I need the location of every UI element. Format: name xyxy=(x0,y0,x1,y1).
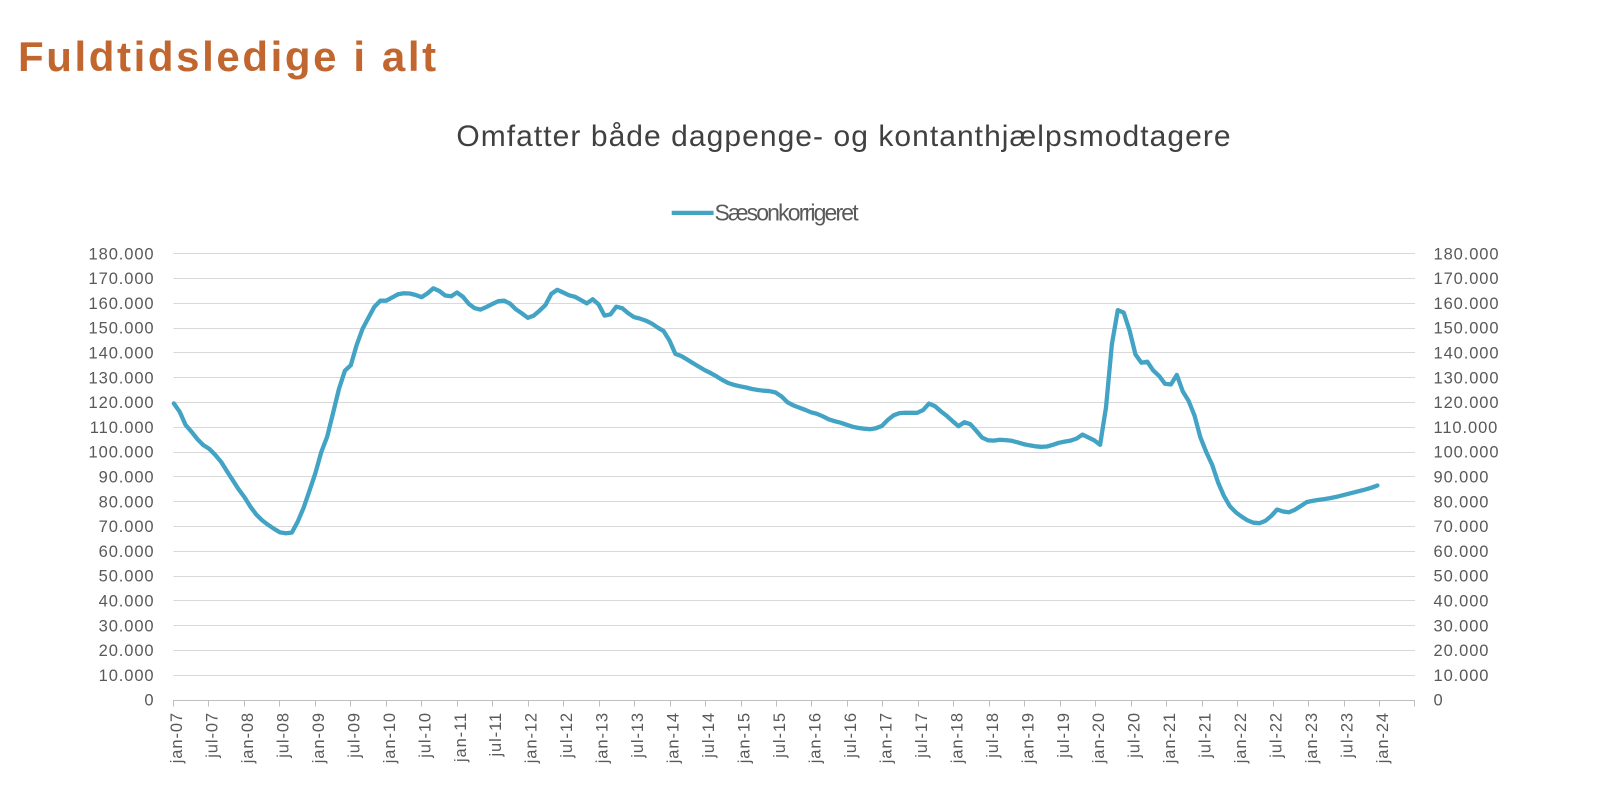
svg-text:70.000: 70.000 xyxy=(1434,518,1490,536)
svg-text:110.000: 110.000 xyxy=(90,419,155,437)
svg-text:80.000: 80.000 xyxy=(1434,493,1490,511)
svg-text:120.000: 120.000 xyxy=(1434,394,1500,412)
svg-text:jan-08: jan-08 xyxy=(239,712,257,764)
svg-text:0: 0 xyxy=(144,692,154,710)
svg-text:Sæsonkorrigeret: Sæsonkorrigeret xyxy=(715,200,860,226)
svg-text:130.000: 130.000 xyxy=(89,369,155,387)
svg-text:jan-16: jan-16 xyxy=(807,712,825,764)
svg-text:120.000: 120.000 xyxy=(89,394,155,412)
svg-text:jan-21: jan-21 xyxy=(1161,712,1179,764)
svg-text:jan-13: jan-13 xyxy=(594,712,612,764)
svg-text:20.000: 20.000 xyxy=(1434,642,1490,660)
svg-text:jan-19: jan-19 xyxy=(1019,712,1037,764)
svg-text:160.000: 160.000 xyxy=(1434,295,1500,313)
svg-text:10.000: 10.000 xyxy=(1434,667,1490,685)
svg-text:10.000: 10.000 xyxy=(99,667,155,685)
svg-text:jul-11: jul-11 xyxy=(487,712,505,758)
svg-text:jul-08: jul-08 xyxy=(274,712,292,759)
svg-text:0: 0 xyxy=(1434,692,1444,710)
svg-text:40.000: 40.000 xyxy=(1434,593,1490,611)
svg-text:140.000: 140.000 xyxy=(89,345,155,363)
svg-text:160.000: 160.000 xyxy=(89,295,155,313)
svg-text:jan-23: jan-23 xyxy=(1303,712,1321,764)
svg-text:150.000: 150.000 xyxy=(1434,320,1500,338)
svg-text:jan-07: jan-07 xyxy=(168,712,186,764)
svg-text:jul-23: jul-23 xyxy=(1339,712,1357,759)
svg-text:70.000: 70.000 xyxy=(99,518,155,536)
svg-text:20.000: 20.000 xyxy=(99,642,155,660)
svg-text:140.000: 140.000 xyxy=(1434,345,1500,363)
svg-text:jul-18: jul-18 xyxy=(984,712,1002,759)
svg-text:110.000: 110.000 xyxy=(1434,419,1499,437)
svg-text:90.000: 90.000 xyxy=(99,469,155,487)
svg-text:jan-15: jan-15 xyxy=(736,712,754,764)
svg-text:jan-14: jan-14 xyxy=(665,712,683,764)
svg-text:Fuldtidsledige i alt: Fuldtidsledige i alt xyxy=(18,33,439,80)
svg-text:jul-22: jul-22 xyxy=(1268,712,1286,759)
svg-text:180.000: 180.000 xyxy=(89,245,155,263)
svg-text:jan-12: jan-12 xyxy=(523,712,541,764)
svg-text:jan-22: jan-22 xyxy=(1232,712,1250,764)
svg-text:jul-19: jul-19 xyxy=(1055,712,1073,759)
svg-text:30.000: 30.000 xyxy=(1434,617,1490,635)
svg-text:170.000: 170.000 xyxy=(89,270,155,288)
svg-text:30.000: 30.000 xyxy=(99,617,155,635)
svg-text:jan-10: jan-10 xyxy=(381,712,399,764)
svg-text:100.000: 100.000 xyxy=(1434,444,1500,462)
svg-text:jul-09: jul-09 xyxy=(345,712,363,759)
svg-text:jan-24: jan-24 xyxy=(1374,712,1392,764)
svg-text:jan-17: jan-17 xyxy=(877,712,895,764)
svg-text:jan-20: jan-20 xyxy=(1090,712,1108,764)
svg-text:jul-20: jul-20 xyxy=(1126,712,1144,759)
svg-text:130.000: 130.000 xyxy=(1434,369,1500,387)
svg-text:jan-11: jan-11 xyxy=(452,712,470,763)
svg-text:jan-09: jan-09 xyxy=(310,712,328,764)
svg-text:jul-15: jul-15 xyxy=(771,712,789,759)
svg-text:100.000: 100.000 xyxy=(89,444,155,462)
svg-text:40.000: 40.000 xyxy=(99,593,155,611)
svg-text:60.000: 60.000 xyxy=(99,543,155,561)
svg-text:jul-16: jul-16 xyxy=(842,712,860,759)
svg-text:50.000: 50.000 xyxy=(1434,568,1490,586)
svg-text:Omfatter både dagpenge- og kon: Omfatter både dagpenge- og kontanthjælps… xyxy=(456,120,1231,153)
svg-text:jul-13: jul-13 xyxy=(629,712,647,759)
svg-text:90.000: 90.000 xyxy=(1434,469,1490,487)
svg-text:60.000: 60.000 xyxy=(1434,543,1490,561)
svg-text:150.000: 150.000 xyxy=(89,320,155,338)
svg-text:180.000: 180.000 xyxy=(1434,245,1500,263)
svg-text:170.000: 170.000 xyxy=(1434,270,1500,288)
svg-text:jul-14: jul-14 xyxy=(700,712,718,759)
svg-text:jan-18: jan-18 xyxy=(948,712,966,764)
svg-text:80.000: 80.000 xyxy=(99,493,155,511)
svg-text:50.000: 50.000 xyxy=(99,568,155,586)
svg-text:jul-10: jul-10 xyxy=(416,712,434,759)
svg-text:jul-17: jul-17 xyxy=(913,712,931,759)
svg-text:jul-21: jul-21 xyxy=(1197,712,1215,759)
svg-text:jul-07: jul-07 xyxy=(204,712,222,759)
svg-text:jul-12: jul-12 xyxy=(558,712,576,759)
